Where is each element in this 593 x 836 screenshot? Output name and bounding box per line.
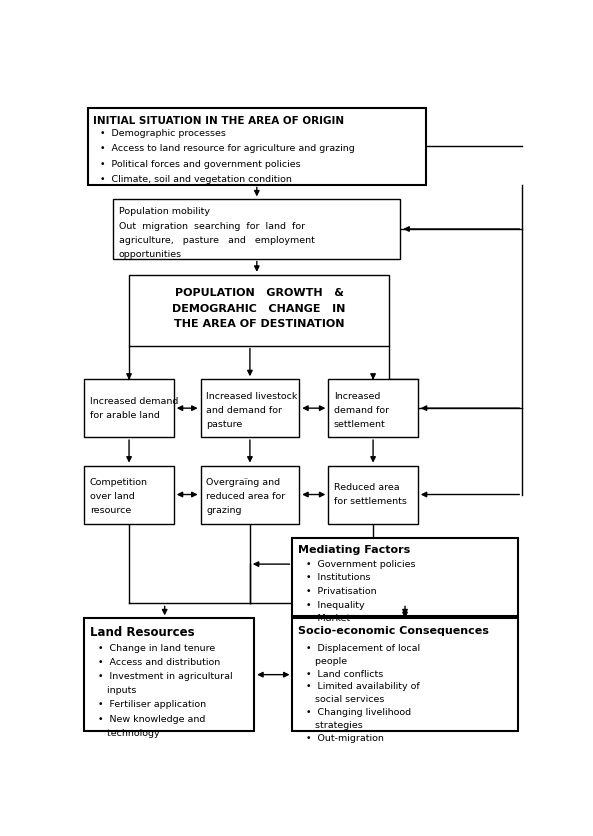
Text: •  Political forces and government policies: • Political forces and government polici… [100,160,301,169]
Text: Increased livestock: Increased livestock [206,391,298,400]
Text: strategies: strategies [306,721,363,729]
Bar [329,380,418,437]
Text: for arable land: for arable land [90,410,160,420]
Bar [84,380,174,437]
Text: demand for: demand for [334,405,389,415]
Text: •  New knowledge and: • New knowledge and [98,714,205,723]
Text: Increased demand: Increased demand [90,396,178,405]
Text: Reduced area: Reduced area [334,482,400,492]
Text: •  Institutions: • Institutions [306,573,371,582]
Bar [329,466,418,524]
Text: grazing: grazing [206,506,241,515]
Text: and demand for: and demand for [206,405,282,415]
Text: •  Land conflicts: • Land conflicts [306,669,384,678]
Text: over land: over land [90,492,135,501]
Text: •  Government policies: • Government policies [306,559,416,568]
Bar [88,110,426,186]
Text: Overgraïng and: Overgraïng and [206,477,280,487]
Text: settlement: settlement [334,420,385,429]
Text: agriculture,   pasture   and   employment: agriculture, pasture and employment [119,236,314,244]
Text: people: people [306,656,347,665]
Text: pasture: pasture [206,420,243,429]
Text: social services: social services [306,695,385,703]
Text: Out  migration  searching  for  land  for: Out migration searching for land for [119,222,305,231]
Text: •  Privatisation: • Privatisation [306,586,377,595]
Text: Population mobility: Population mobility [119,206,210,216]
Text: opportunities: opportunities [119,250,182,258]
Text: •  Fertiliser application: • Fertiliser application [98,700,206,709]
Text: reduced area for: reduced area for [206,492,285,501]
Text: •  Climate, soil and vegetation condition: • Climate, soil and vegetation condition [100,175,292,184]
Text: THE AREA OF DESTINATION: THE AREA OF DESTINATION [174,319,345,329]
Bar [84,466,174,524]
Text: •  Out-migration: • Out-migration [306,733,384,742]
Text: DEMOGRAHIC   CHANGE   IN: DEMOGRAHIC CHANGE IN [173,303,346,314]
Text: inputs: inputs [98,686,136,695]
Text: •  Demographic processes: • Demographic processes [100,129,226,138]
Text: Land Resources: Land Resources [90,625,195,638]
Text: INITIAL SITUATION IN THE AREA OF ORIGIN: INITIAL SITUATION IN THE AREA OF ORIGIN [94,115,345,125]
Bar [200,466,299,524]
Text: •  Access and distribution: • Access and distribution [98,657,220,666]
Bar [113,200,400,259]
Text: •  Market: • Market [306,614,350,622]
Text: technology: technology [98,728,160,737]
Bar [129,275,389,346]
Bar [84,619,254,732]
Text: •  Changing livelihood: • Changing livelihood [306,707,412,716]
Text: for settlements: for settlements [334,497,407,506]
Text: Mediating Factors: Mediating Factors [298,544,410,554]
Text: •  Change in land tenure: • Change in land tenure [98,643,215,652]
Text: •  Access to land resource for agriculture and grazing: • Access to land resource for agricultur… [100,144,355,153]
Text: resource: resource [90,506,131,515]
Text: •  Limited availability of: • Limited availability of [306,681,420,691]
Text: Socio-economic Consequences: Socio-economic Consequences [298,625,489,635]
Bar [292,619,518,732]
Text: Competition: Competition [90,477,148,487]
Text: POPULATION   GROWTH   &: POPULATION GROWTH & [175,288,343,298]
Text: •  Displacement of local: • Displacement of local [306,643,420,652]
Bar [200,380,299,437]
Text: •  Investment in agricultural: • Investment in agricultural [98,671,232,681]
Bar [292,538,518,617]
Text: Increased: Increased [334,391,380,400]
Text: •  Inequality: • Inequality [306,600,365,609]
